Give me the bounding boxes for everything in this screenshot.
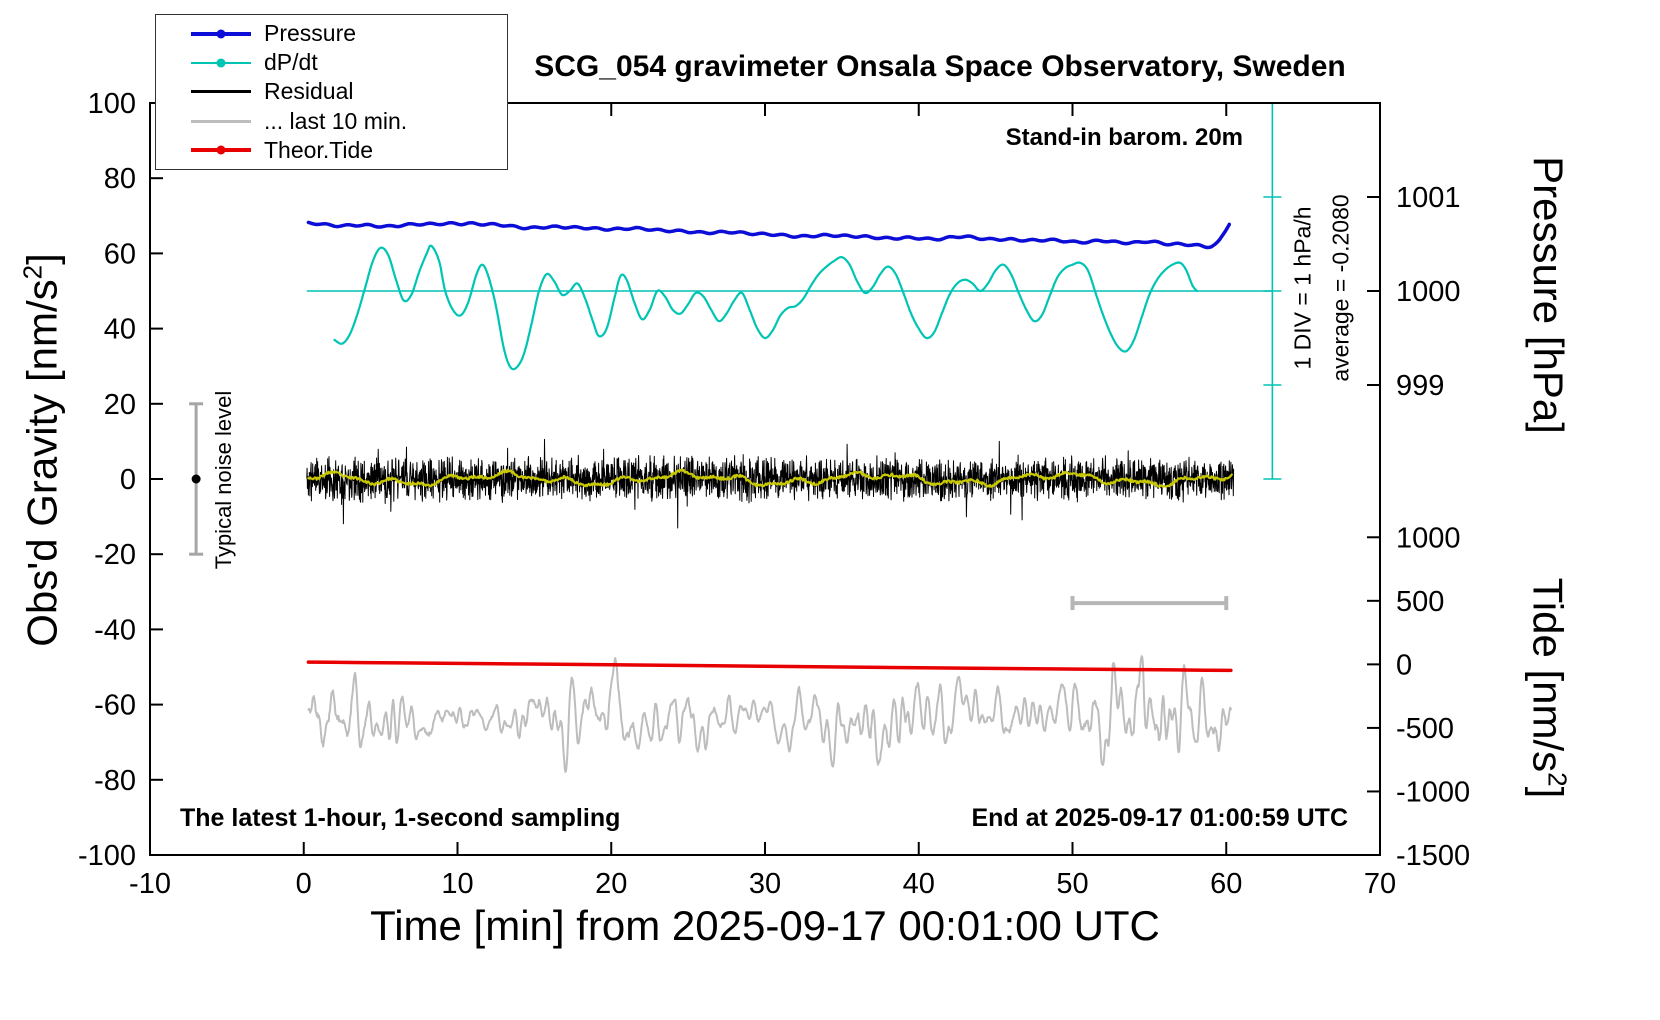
tick-label: -1000 [1396, 776, 1470, 808]
tick-label: -40 [94, 614, 136, 646]
legend-label: Theor.Tide [264, 136, 374, 163]
tick-label: -100 [78, 840, 136, 872]
legend-dot-pressure [216, 29, 226, 39]
legend: Pressure dP/dt Residual ... last 10 min.… [155, 14, 508, 170]
tick-label: -1500 [1396, 840, 1470, 872]
legend-item-residual: Residual [156, 78, 507, 105]
tick-label: -60 [94, 690, 136, 722]
legend-line-pressure [191, 29, 251, 39]
tick-label: 100 [88, 88, 136, 120]
tick-label: 0 [1396, 649, 1412, 681]
tick-label: 999 [1396, 370, 1444, 402]
legend-item-pressure: Pressure [156, 20, 507, 47]
tick-label: 50 [1056, 868, 1088, 900]
x-axis-title: Time [min] from 2025-09-17 00:01:00 UTC [370, 902, 1160, 949]
tick-label: 500 [1396, 586, 1444, 618]
series-path [306, 660, 1233, 673]
annotation-average: average = -0.2080 [1327, 194, 1354, 382]
tick-label: 40 [104, 314, 136, 346]
legend-line-dpdt [191, 58, 251, 68]
annotation-div-scale: 1 DIV = 1 hPa/h [1289, 206, 1316, 370]
tick-label: 80 [104, 163, 136, 195]
legend-item-theortide: Theor.Tide [156, 137, 507, 163]
legend-line-residual [191, 90, 251, 94]
tick-label: 30 [749, 868, 781, 900]
tick-label: 0 [296, 868, 312, 900]
tick-label: 1001 [1396, 182, 1461, 214]
legend-item-dpdt: dP/dt [156, 49, 507, 76]
legend-line-last10 [191, 119, 251, 123]
annotation-sampling: The latest 1-hour, 1-second sampling [180, 804, 621, 832]
series-path [307, 468, 1233, 488]
page-title: SCG_054 gravimeter Onsala Space Observat… [534, 50, 1346, 83]
legend-label: ... last 10 min. [264, 107, 408, 134]
legend-label: dP/dt [264, 49, 318, 76]
tick-label: -80 [94, 765, 136, 797]
tick-label: 60 [1210, 868, 1242, 900]
legend-dot-theortide [216, 145, 226, 155]
series-path [333, 244, 1199, 371]
legend-label: Pressure [264, 20, 357, 47]
annotation-noise-level: Typical noise level [211, 390, 236, 570]
series-path [306, 220, 1232, 250]
tick-label: 60 [104, 238, 136, 270]
series-path [306, 438, 1235, 529]
y-axis-title-gravity: Obs'd Gravity [nm/s2] [17, 253, 66, 647]
legend-line-theortide [191, 145, 251, 155]
tick-label: -500 [1396, 713, 1454, 745]
tick-label: 20 [104, 389, 136, 421]
legend-item-last10: ... last 10 min. [156, 108, 507, 134]
tick-label: -20 [94, 539, 136, 571]
tick-label: 1000 [1396, 522, 1461, 554]
annotation-barometer: Stand-in barom. 20m [1005, 124, 1243, 151]
tick-label: -10 [129, 868, 171, 900]
y-axis-title-pressure: Pressure [hPa] [1525, 156, 1572, 434]
y-axis-title-tide: Tide [nm/s2] [1524, 577, 1573, 799]
legend-label: Residual [264, 78, 354, 105]
annotation-end-time: End at 2025-09-17 01:00:59 UTC [971, 804, 1348, 832]
tick-label: 40 [903, 868, 935, 900]
tick-label: 10 [441, 868, 473, 900]
noise-errorbar-dot [191, 474, 201, 484]
series-path [307, 655, 1232, 773]
tick-label: 70 [1364, 868, 1396, 900]
tick-label: 0 [120, 464, 136, 496]
tick-label: 1000 [1396, 276, 1461, 308]
tick-label: 20 [595, 868, 627, 900]
legend-dot-dpdt [216, 58, 226, 68]
